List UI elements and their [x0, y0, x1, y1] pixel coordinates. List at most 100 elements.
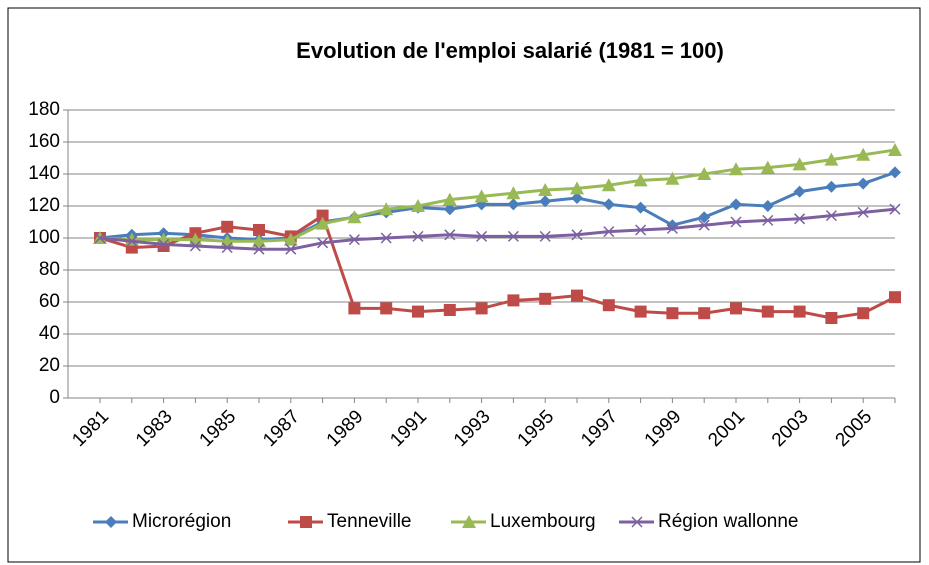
marker [665, 171, 680, 185]
marker [889, 291, 901, 304]
y-tick-label: 60 [39, 291, 60, 312]
marker [380, 302, 393, 315]
marker [475, 302, 488, 315]
marker [411, 199, 425, 212]
marker [539, 292, 552, 305]
marker [730, 198, 742, 211]
y-tick-label: 140 [28, 163, 60, 184]
marker [794, 213, 806, 225]
marker [729, 162, 743, 176]
x-tick-label: 1991 [386, 406, 431, 451]
marker [730, 216, 742, 228]
marker [158, 238, 170, 250]
marker [300, 516, 312, 528]
marker [760, 160, 775, 174]
marker [730, 302, 742, 315]
marker [380, 232, 392, 244]
y-tick-label: 0 [49, 387, 60, 408]
x-tick-label: 1983 [132, 406, 177, 451]
y-tick-label: 80 [39, 259, 60, 280]
marker [825, 210, 837, 222]
marker [316, 209, 329, 222]
chart-frame [7, 7, 921, 563]
marker [825, 312, 838, 324]
marker [476, 230, 488, 242]
marker [856, 147, 871, 161]
x-tick-label: 2003 [768, 406, 813, 451]
marker [857, 177, 870, 190]
marker [462, 515, 476, 528]
marker [602, 299, 615, 312]
series-line [99, 207, 896, 251]
marker [603, 226, 615, 238]
marker [793, 305, 806, 318]
marker [634, 201, 647, 214]
marker [857, 206, 869, 218]
y-tick-label: 20 [39, 355, 60, 376]
legend-label: Tenneville [327, 511, 412, 532]
marker [698, 307, 711, 320]
marker [888, 143, 902, 156]
marker [666, 307, 679, 320]
marker [633, 173, 648, 187]
marker [105, 516, 117, 528]
marker [252, 234, 266, 248]
marker [761, 200, 774, 212]
legend-label: Microrégion [132, 511, 231, 532]
marker [825, 180, 838, 193]
marker [126, 235, 138, 247]
marker [889, 203, 901, 215]
marker [348, 234, 360, 246]
marker [317, 237, 329, 249]
marker [602, 198, 615, 211]
marker [94, 232, 106, 244]
marker [631, 516, 643, 528]
x-tick-label: 1993 [450, 406, 495, 451]
y-tick-label: 120 [28, 195, 60, 216]
marker [571, 192, 583, 204]
chart-title: Evolution de l'emploi salarié (1981 = 10… [296, 38, 724, 63]
marker [538, 183, 553, 196]
series-line [99, 213, 896, 320]
marker [412, 230, 424, 242]
marker [570, 181, 584, 195]
x-tick-label: 1987 [259, 406, 304, 451]
marker [666, 222, 678, 234]
marker [792, 157, 807, 171]
marker [889, 166, 901, 179]
marker [412, 305, 424, 318]
marker [857, 307, 870, 320]
marker [444, 229, 456, 241]
marker [507, 198, 520, 211]
marker [634, 305, 647, 318]
marker [474, 189, 489, 203]
marker [347, 210, 362, 224]
x-tick-label: 1989 [323, 406, 368, 451]
marker [443, 203, 456, 216]
marker [571, 289, 583, 302]
marker [221, 220, 234, 233]
marker [253, 243, 265, 255]
marker [539, 195, 552, 208]
legend-label: Luxembourg [490, 511, 596, 532]
x-tick-label: 1981 [68, 406, 113, 451]
marker [253, 224, 265, 236]
marker [189, 240, 201, 252]
series-line [99, 148, 896, 243]
marker [285, 243, 297, 255]
y-tick-label: 160 [28, 131, 60, 152]
marker [348, 302, 361, 315]
marker [539, 230, 551, 242]
marker [507, 230, 519, 242]
x-tick-label: 1985 [196, 406, 241, 451]
legend-label: Région wallonne [658, 511, 799, 532]
marker [793, 185, 806, 198]
y-tick-label: 180 [28, 99, 60, 120]
marker [443, 304, 456, 316]
x-tick-label: 2001 [704, 406, 749, 451]
marker [507, 294, 520, 307]
x-tick-label: 1999 [641, 406, 686, 451]
marker [697, 167, 712, 180]
x-tick-label: 1995 [514, 406, 559, 451]
